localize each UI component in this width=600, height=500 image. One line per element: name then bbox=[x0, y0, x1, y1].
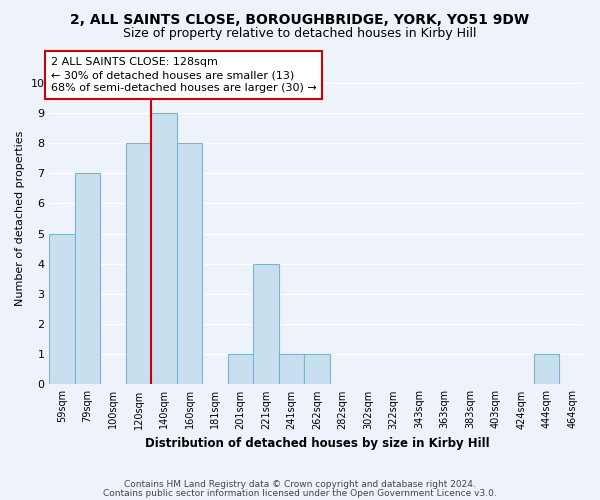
Bar bbox=[228, 354, 253, 384]
Bar bbox=[126, 143, 151, 384]
Bar bbox=[279, 354, 304, 384]
Y-axis label: Number of detached properties: Number of detached properties bbox=[15, 131, 25, 306]
Bar bbox=[253, 264, 279, 384]
Text: 2 ALL SAINTS CLOSE: 128sqm
← 30% of detached houses are smaller (13)
68% of semi: 2 ALL SAINTS CLOSE: 128sqm ← 30% of deta… bbox=[50, 57, 316, 94]
X-axis label: Distribution of detached houses by size in Kirby Hill: Distribution of detached houses by size … bbox=[145, 437, 490, 450]
Bar bbox=[534, 354, 559, 384]
Text: Size of property relative to detached houses in Kirby Hill: Size of property relative to detached ho… bbox=[123, 28, 477, 40]
Bar bbox=[177, 143, 202, 384]
Bar bbox=[49, 234, 75, 384]
Bar bbox=[151, 113, 177, 384]
Text: 2, ALL SAINTS CLOSE, BOROUGHBRIDGE, YORK, YO51 9DW: 2, ALL SAINTS CLOSE, BOROUGHBRIDGE, YORK… bbox=[70, 12, 530, 26]
Text: Contains public sector information licensed under the Open Government Licence v3: Contains public sector information licen… bbox=[103, 488, 497, 498]
Bar bbox=[304, 354, 330, 384]
Text: Contains HM Land Registry data © Crown copyright and database right 2024.: Contains HM Land Registry data © Crown c… bbox=[124, 480, 476, 489]
Bar bbox=[75, 173, 100, 384]
